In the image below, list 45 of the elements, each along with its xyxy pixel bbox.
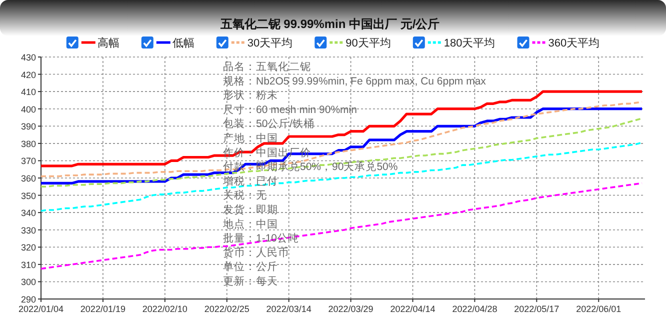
x-tick-label: 2022/03/14 <box>266 304 312 314</box>
y-tick-label: 430 <box>20 52 36 62</box>
x-tick-label: 2022/04/14 <box>390 304 436 314</box>
annotation: 包装：50公斤/铁桶 <box>223 117 315 130</box>
x-tick-label: 2022/06/01 <box>576 304 622 314</box>
annotation: 尺寸：60 mesh min 90%min <box>223 102 358 116</box>
annotation: 发货：即期 <box>223 204 278 216</box>
y-tick-label: 370 <box>20 156 36 166</box>
x-tick-label: 2022/02/25 <box>204 304 250 314</box>
x-tick-label: 2022/01/04 <box>18 304 64 314</box>
legend-label: 高幅 <box>97 36 120 50</box>
annotation: 品名：五氧化二铌 <box>223 61 311 73</box>
annotation: 规格：Nb2O5 99.99%min, Fe 6ppm max, Cu 6ppm max <box>223 75 487 88</box>
annotation: 货币：人民币 <box>223 246 289 259</box>
x-tick-label: 2022/05/17 <box>514 304 560 314</box>
y-tick-label: 290 <box>20 294 36 304</box>
y-tick-label: 420 <box>20 70 36 80</box>
legend-label: 90天平均 <box>346 38 391 50</box>
annotation: 关税：无 <box>223 188 267 202</box>
annotation: 地点：中国 <box>222 217 278 230</box>
legend-label: 30天平均 <box>247 38 293 50</box>
y-tick-label: 310 <box>20 260 36 270</box>
y-tick-label: 390 <box>20 122 36 132</box>
legend-label: 360天平均 <box>548 38 600 50</box>
y-tick-label: 320 <box>20 242 36 253</box>
x-tick-label: 2022/03/29 <box>328 304 374 314</box>
legend-label: 低幅 <box>172 38 194 50</box>
y-tick-label: 300 <box>20 277 36 288</box>
x-tick-label: 2022/04/28 <box>452 304 498 314</box>
y-tick-label: 360 <box>20 174 36 184</box>
y-tick-label: 350 <box>20 190 36 201</box>
annotation: 产地：中国 <box>223 132 278 144</box>
line-series <box>40 117 643 188</box>
y-tick-label: 380 <box>20 138 36 149</box>
y-tick-label: 400 <box>20 104 36 114</box>
annotation: 更新：每天 <box>223 274 278 288</box>
x-tick-label: 2022/01/19 <box>80 304 126 314</box>
annotation: 单位：公斤 <box>223 260 278 274</box>
y-tick-label: 330 <box>20 225 36 236</box>
chart-title: 五氧化二铌 99.99%min 中国出厂 元/公斤 <box>219 17 440 31</box>
x-tick-label: 2022/02/10 <box>142 304 188 314</box>
y-tick-label: 410 <box>20 87 36 98</box>
y-tick-label: 340 <box>20 208 36 218</box>
legend-label: 180天平均 <box>444 38 496 50</box>
annotation: 形状：粉末 <box>223 88 278 102</box>
